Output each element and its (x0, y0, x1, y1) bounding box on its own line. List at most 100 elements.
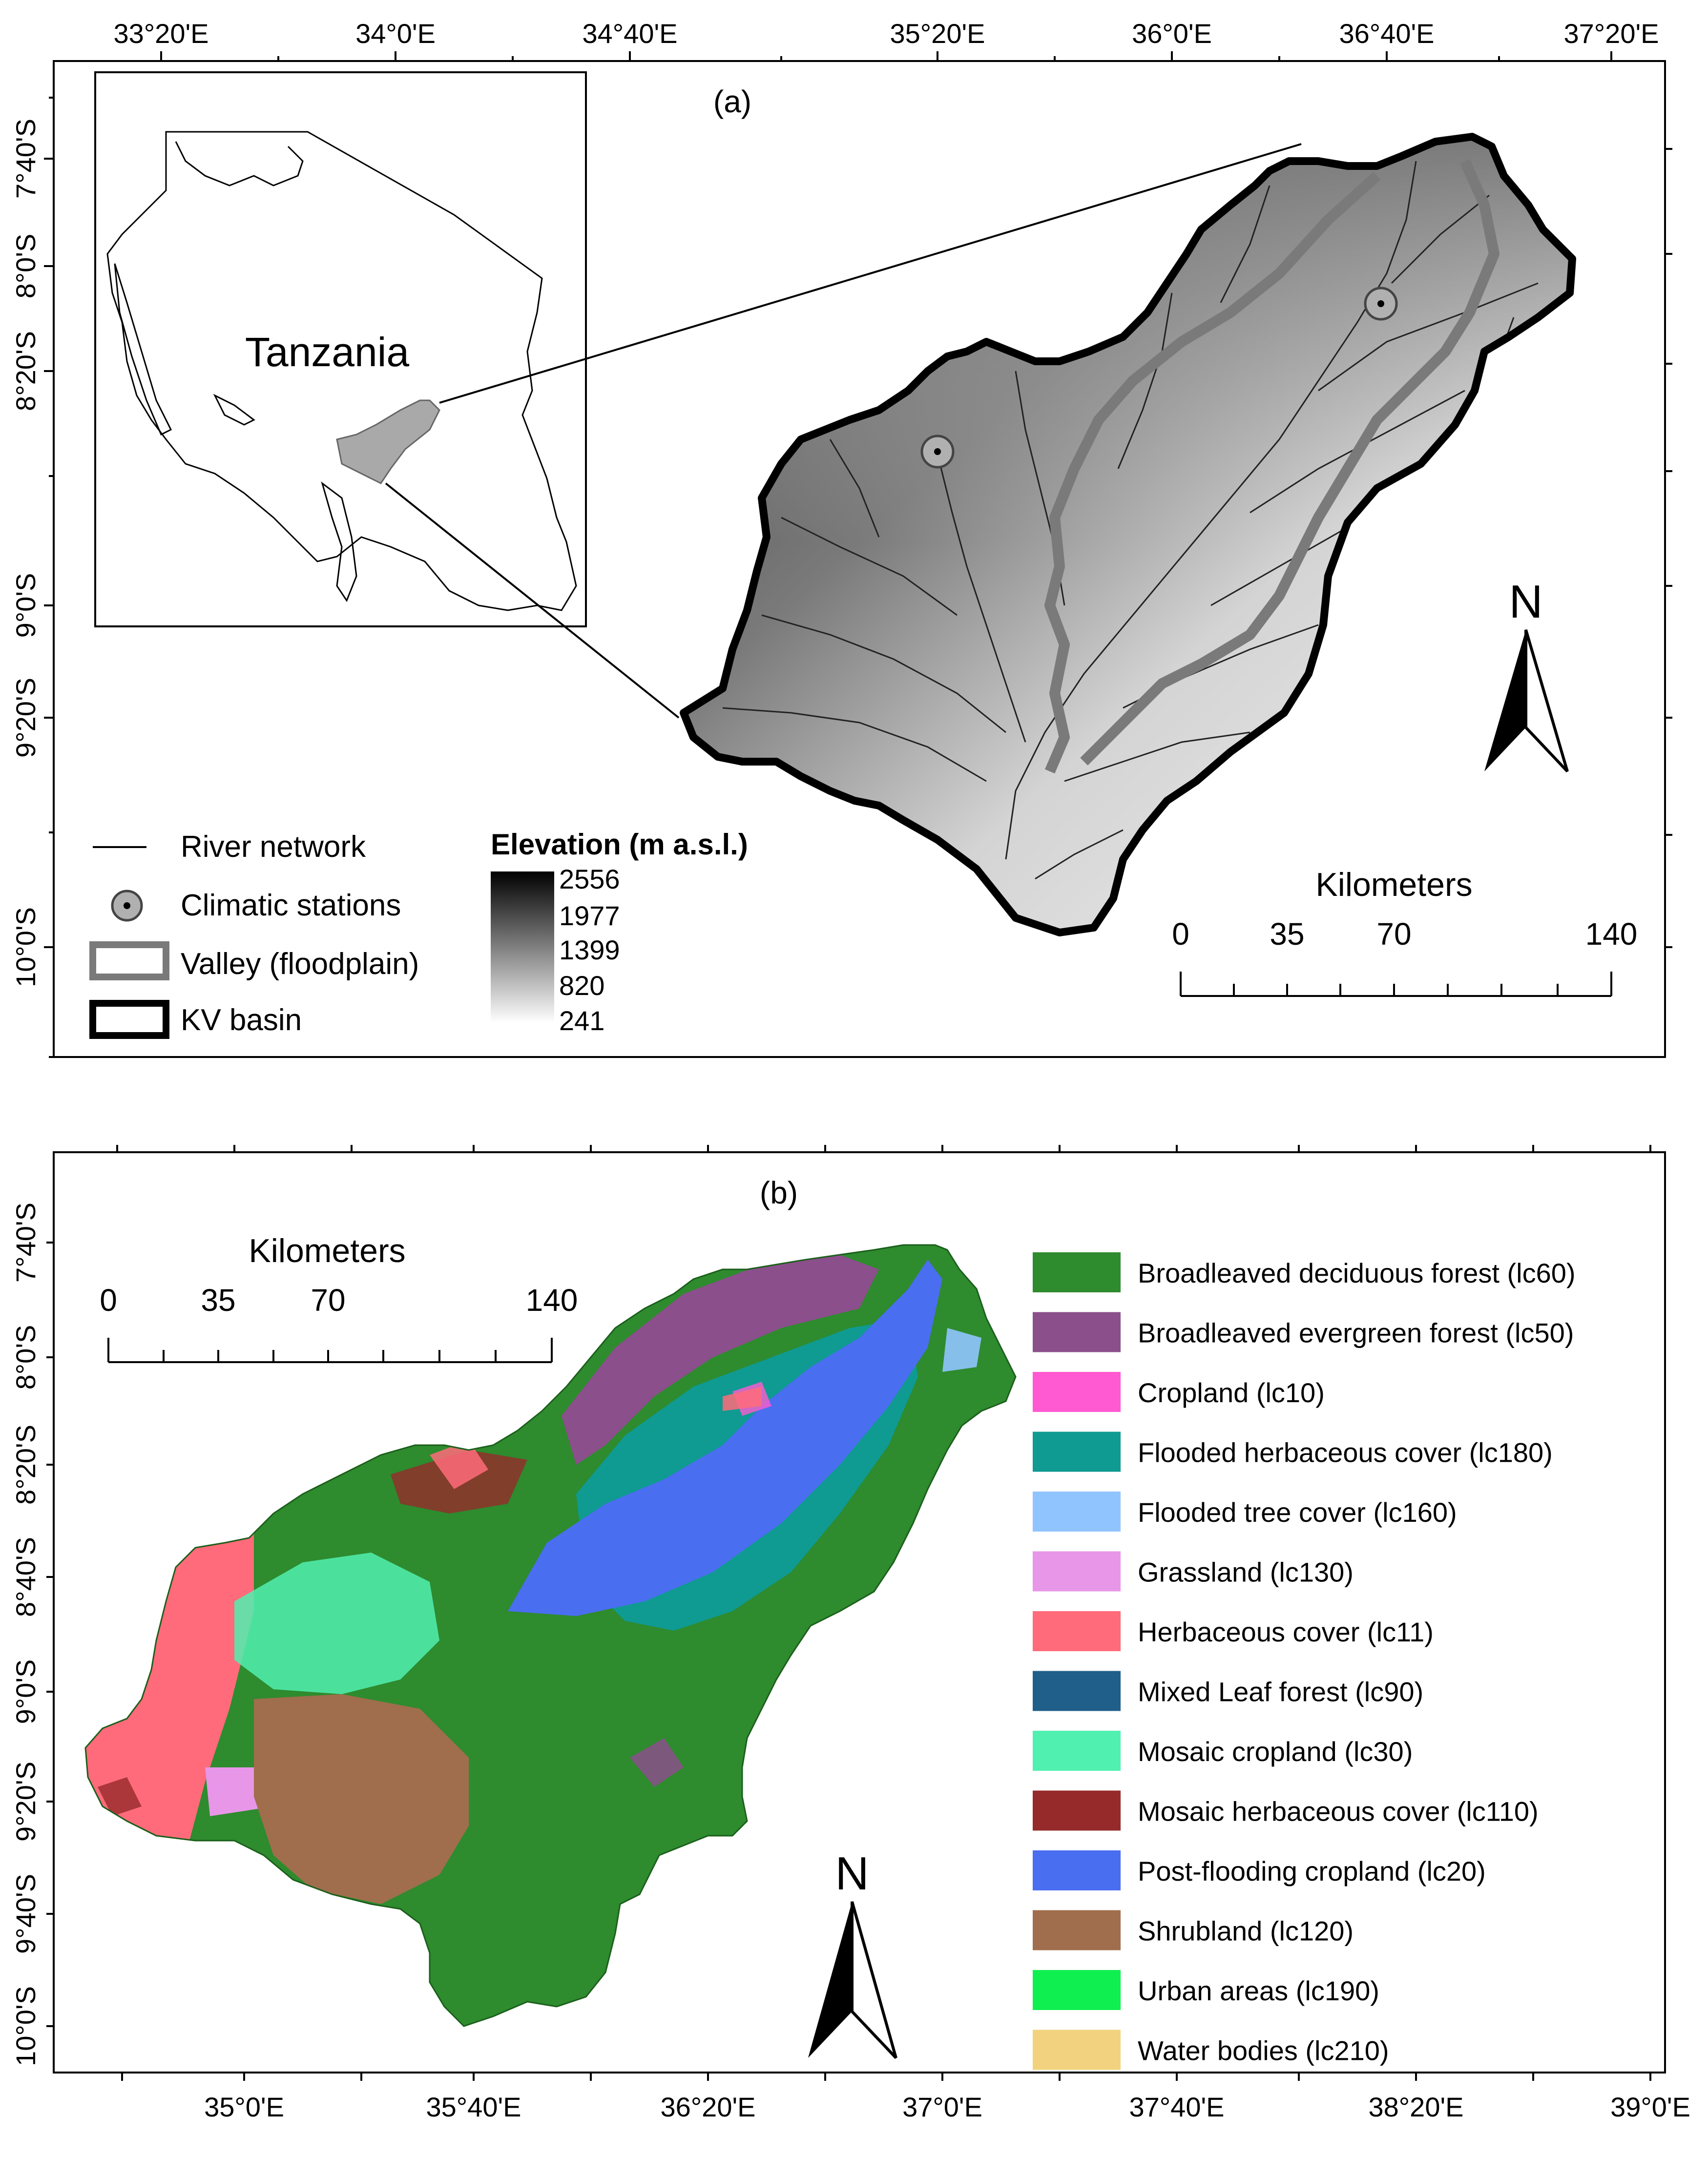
legend-swatch (1033, 1372, 1121, 1412)
legend-swatch (1033, 1551, 1121, 1592)
lc-broadleaved-evergreen-patch (630, 1738, 684, 1787)
legend-swatch (1033, 1312, 1121, 1352)
tick-label: 8°0'S (10, 1325, 41, 1390)
lc-broadleaved-evergreen-zone (562, 1255, 879, 1465)
tick-label: 39°0'E (1610, 2092, 1690, 2122)
legend-swatch (1033, 1492, 1121, 1532)
scalebar-b: Kilometers 0 35 70 140 (100, 1232, 578, 1363)
panel-b-bottom-tick-labels: 35°0'E 35°40'E 36°20'E 37°0'E 37°40'E 38… (204, 2092, 1690, 2122)
tick-label: 8°20'S (10, 331, 41, 411)
tick-label: 9°0'S (10, 1659, 41, 1724)
tick-label: 37°20'E (1563, 18, 1659, 49)
elevation-value: 241 (559, 1005, 604, 1036)
legend-swatch (1033, 1431, 1121, 1472)
scalebar-a: Kilometers 0 35 70 140 (1172, 866, 1638, 997)
elevation-value: 1977 (559, 900, 620, 931)
panel-a-left-ticks (44, 97, 54, 1058)
climatic-station-swatch (111, 890, 143, 922)
legend-label: Climatic stations (181, 889, 401, 922)
legend-label: Mosaic herbaceous cover (lc110) (1138, 1796, 1539, 1827)
legend-swatch (1033, 1611, 1121, 1651)
legend-label: Shrubland (lc120) (1138, 1916, 1354, 1947)
kv-basin-outline (680, 133, 1576, 936)
lc-mosaic-cropland-zone (234, 1553, 439, 1694)
legend-label: Post-flooding cropland (lc20) (1138, 1856, 1486, 1887)
elevation-value: 820 (559, 970, 604, 1001)
scalebar-label: 140 (1585, 916, 1638, 952)
lc-shrubland-zone (254, 1694, 469, 1904)
lake-rukwa (213, 394, 255, 426)
scalebar-title: Kilometers (1315, 866, 1472, 903)
scalebar-label: 0 (1172, 916, 1189, 952)
panel-a-label: (a) (713, 84, 751, 119)
panel-b-bottom-ticks (121, 2073, 1651, 2081)
tick-label: 7°40'S (10, 1203, 41, 1283)
legend-swatch (1033, 1252, 1121, 1292)
panel-b-label: (b) (760, 1175, 798, 1210)
legend-label: Mosaic cropland (lc30) (1138, 1736, 1413, 1767)
tick-label: 9°40'S (10, 1874, 41, 1954)
valley-swatch (89, 941, 169, 980)
tick-label: 8°0'S (10, 234, 41, 299)
legend-label: Broadleaved evergreen forest (lc50) (1138, 1318, 1574, 1348)
tick-label: 33°20'E (113, 18, 208, 49)
basin-in-inset (336, 399, 440, 484)
legend-label: Broadleaved deciduous forest (lc60) (1138, 1258, 1576, 1288)
scalebar-label: 70 (1376, 916, 1411, 952)
legend-swatch (1033, 1910, 1121, 1950)
inset-leader-line-1 (439, 143, 1302, 404)
inset-frame (94, 71, 587, 627)
lc-mosaic-herbaceous-patch (98, 1777, 142, 1816)
lake-nyasa (321, 481, 357, 602)
tick-label: 9°0'S (10, 573, 41, 638)
legend-swatch (1033, 1790, 1121, 1831)
elevation-value: 2556 (559, 864, 620, 894)
tick-label: 34°40'E (582, 18, 677, 49)
legend-b: Broadleaved deciduous forest (lc60) Broad… (1033, 1252, 1576, 2070)
tick-label: 35°20'E (890, 18, 985, 49)
tick-label: 37°40'E (1129, 2092, 1224, 2122)
legend-label: KV basin (181, 1003, 302, 1037)
lc-post-flooding-cropland-zone (508, 1260, 942, 1616)
legend-label: Mixed Leaf forest (lc90) (1138, 1677, 1423, 1707)
legend-label: Flooded tree cover (lc160) (1138, 1497, 1457, 1528)
scalebar-label: 0 (100, 1283, 117, 1318)
kv-basin-dem (680, 133, 1576, 936)
panel-a-top-ticks (160, 51, 1612, 61)
scalebar-label: 35 (1270, 916, 1304, 952)
lake-victoria-shore (175, 141, 304, 187)
panel-b-top-ticks (116, 1145, 1651, 1152)
elevation-title: Elevation (m a.s.l.) (491, 828, 748, 861)
tick-label: 38°20'E (1368, 2092, 1463, 2122)
legend-a: River network Climatic stations Valley (… (89, 828, 748, 1039)
legend-swatch (1033, 1671, 1121, 1711)
tick-label: 10°0'S (10, 907, 41, 987)
tanzania-outline (106, 131, 577, 611)
tick-label: 35°40'E (426, 2092, 521, 2122)
elevation-value: 1399 (559, 934, 620, 965)
basin-swatch (89, 1000, 169, 1039)
panel-b-left-ticks (46, 1242, 54, 2027)
panel-b-left-tick-labels: 7°40'S 8°0'S 8°20'S 8°40'S 9°0'S 9°20'S … (10, 1203, 41, 2066)
legend-label: Grassland (lc130) (1138, 1557, 1354, 1588)
panel-b-frame (53, 1151, 1666, 2073)
panel-a: 33°20'E 34°0'E 34°40'E 35°20'E 36°0'E 36… (10, 18, 1672, 1058)
tick-label: 36°0'E (1132, 18, 1212, 49)
valley-floodplain-outline (1044, 159, 1500, 774)
panel-a-frame (53, 60, 1666, 1058)
scalebar-label: 70 (311, 1283, 345, 1318)
panel-b: 7°40'S 8°0'S 8°20'S 8°40'S 9°0'S 9°20'S … (10, 1145, 1690, 2122)
panel-a-right-ticks (1665, 148, 1672, 948)
elevation-ramp (491, 871, 554, 1023)
scalebar-label: 35 (201, 1283, 235, 1318)
north-arrow-b: N (808, 1847, 897, 2059)
north-arrow-a: N (1484, 576, 1569, 773)
north-label: N (1509, 576, 1542, 628)
legend-label: River network (181, 830, 366, 864)
tick-label: 36°40'E (1339, 18, 1434, 49)
lake-tanganyika (114, 263, 172, 436)
tick-label: 9°20'S (10, 1762, 41, 1842)
legend-label: Herbaceous cover (lc11) (1138, 1617, 1434, 1647)
legend-label: Flooded herbaceous cover (lc180) (1138, 1437, 1553, 1468)
